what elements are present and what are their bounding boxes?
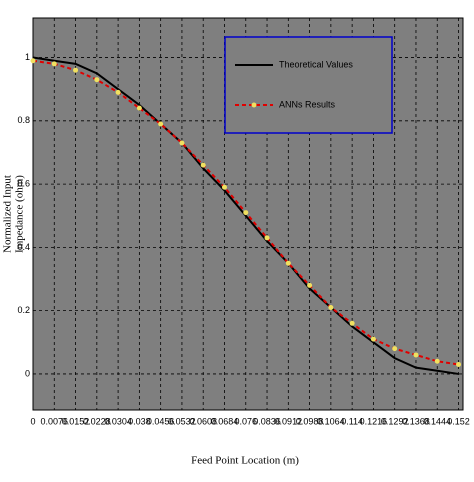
x-tick-label: 0.0912 [275, 416, 303, 426]
x-tick-label: 0.1292 [381, 416, 409, 426]
x-tick-label: 0 [30, 416, 35, 426]
x-tick-label: 0.038 [128, 416, 151, 426]
data-point [115, 89, 121, 95]
y-tick-label: 0.6 [17, 178, 30, 188]
x-tick-label: 0.0684 [211, 416, 239, 426]
y-tick-label: 1 [25, 52, 30, 62]
x-tick-label: 0.076 [234, 416, 257, 426]
x-tick-label: 0.0076 [41, 416, 69, 426]
data-point [392, 346, 398, 352]
y-tick-label: 0 [25, 368, 30, 378]
data-point [136, 105, 142, 111]
data-point [94, 77, 100, 83]
y-axis-label: Impedance (ohm) [14, 175, 26, 253]
data-point [413, 352, 419, 358]
data-point [158, 121, 164, 127]
x-tick-label: 0.0532 [168, 416, 196, 426]
legend-box [224, 36, 393, 134]
data-point [264, 235, 270, 241]
x-tick-label: 0.0608 [189, 416, 217, 426]
legend-label: ANNs Results [279, 99, 336, 109]
data-point [221, 184, 227, 190]
x-tick-label: 0.0456 [147, 416, 175, 426]
x-tick-label: 0.0988 [296, 416, 324, 426]
y-tick-label: 0.4 [17, 242, 30, 252]
x-tick-label: 0.1368 [402, 416, 430, 426]
x-tick-label: 0.114 [341, 416, 363, 426]
data-point [370, 336, 376, 342]
x-tick-label: 0.0228 [83, 416, 111, 426]
y-tick-label: 0.8 [17, 115, 30, 125]
data-point [434, 358, 440, 364]
x-tick-label: 0.0304 [104, 416, 132, 426]
data-point [30, 58, 36, 64]
x-tick-label: 0.0836 [253, 416, 281, 426]
data-point [179, 140, 185, 146]
data-point [51, 61, 57, 67]
x-tick-label: 0.1216 [360, 416, 388, 426]
data-point [328, 304, 334, 310]
data-point [243, 210, 249, 216]
series-line [32, 56, 459, 375]
x-tick-label: 0.1444 [423, 416, 451, 426]
data-point [285, 260, 291, 266]
y-tick-label: 0.2 [17, 305, 30, 315]
x-axis-label: Feed Point Location (m) [191, 455, 299, 467]
data-point [349, 320, 355, 326]
legend-marker [251, 102, 257, 108]
x-tick-label: 0.152 [447, 416, 470, 426]
y-axis-label: Normalized Input [2, 175, 14, 253]
data-point [307, 282, 313, 288]
data-point [456, 361, 462, 367]
x-tick-label: 0.1064 [317, 416, 345, 426]
legend-label: Theoretical Values [279, 59, 353, 69]
x-tick-label: 0.0152 [62, 416, 90, 426]
data-point [73, 67, 79, 73]
data-point [200, 162, 206, 168]
